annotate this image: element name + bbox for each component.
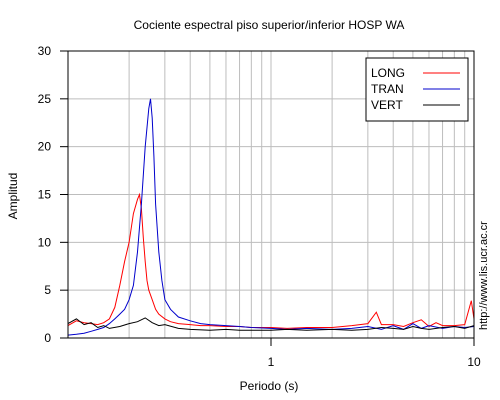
series-line-long <box>67 192 475 329</box>
series-line-tran <box>67 98 475 336</box>
y-tick-label: 20 <box>38 140 52 154</box>
series-lines <box>67 98 475 336</box>
legend-label-vert: VERT <box>371 98 403 112</box>
tick-labels: 0 5 10 15 20 25 30 1 10 <box>38 44 481 369</box>
y-tick-label: 10 <box>38 235 52 249</box>
credit-url: http://www.lis.ucr.ac.cr <box>478 221 490 330</box>
legend: LONG TRAN VERT <box>365 57 469 122</box>
series-line-vert <box>67 317 475 331</box>
legend-label-long: LONG <box>371 66 405 80</box>
y-tick-label: 5 <box>44 283 51 297</box>
y-tick-label: 15 <box>38 188 52 202</box>
y-tick-label: 0 <box>44 331 51 345</box>
y-axis-label: Amplitud <box>6 173 20 220</box>
y-tick-label: 25 <box>38 92 52 106</box>
y-tick-label: 30 <box>38 44 52 58</box>
x-tick-label: 1 <box>268 355 275 369</box>
x-axis-label: Periodo (s) <box>240 379 299 393</box>
chart-title: Cociente espectral piso superior/inferio… <box>134 18 405 32</box>
x-tick-label: 10 <box>467 355 481 369</box>
legend-label-tran: TRAN <box>371 82 404 96</box>
grid <box>68 51 474 338</box>
